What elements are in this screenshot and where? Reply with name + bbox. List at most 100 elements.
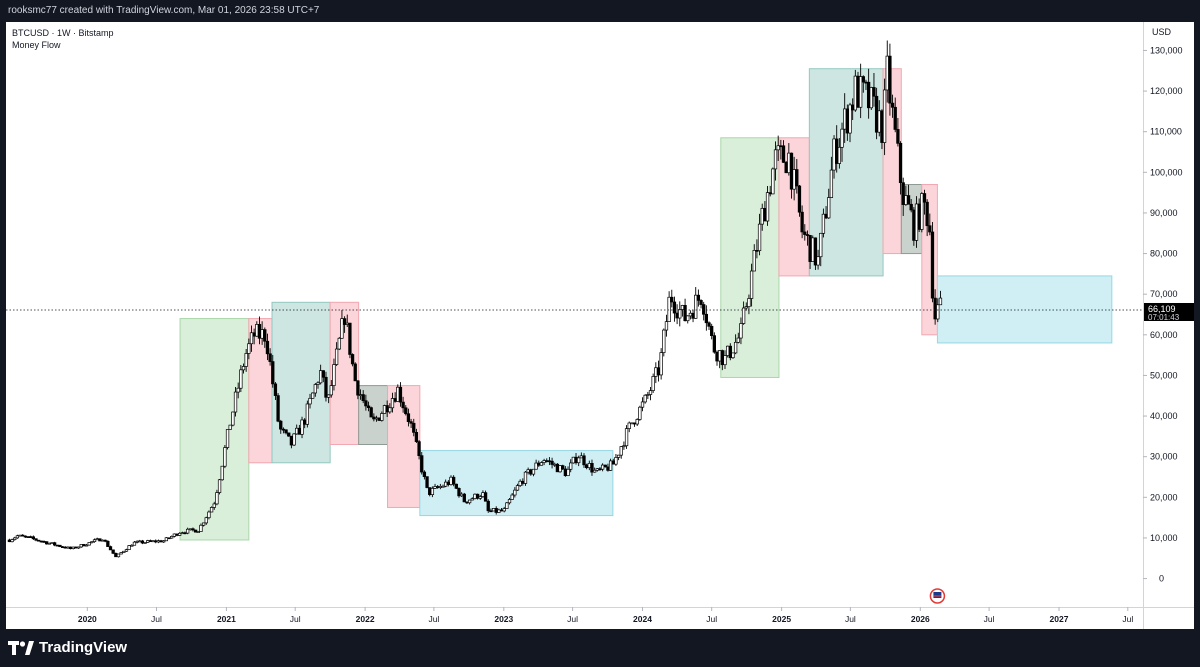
tradingview-logo-icon <box>8 640 34 655</box>
y-tick-label: 40,000 <box>1150 411 1178 421</box>
x-tick-label: 2023 <box>494 614 513 624</box>
candle-body <box>207 511 211 519</box>
candle-body <box>369 407 373 418</box>
candle-body <box>938 297 943 306</box>
candle-body <box>773 149 778 170</box>
candle-body <box>542 460 546 463</box>
candle-body <box>170 535 174 539</box>
candle-body <box>643 394 647 403</box>
candle-body <box>707 322 711 327</box>
candle-body <box>933 297 937 320</box>
candle-body <box>904 195 908 205</box>
candle-body <box>148 540 153 542</box>
candle-body <box>422 471 427 477</box>
candle-body <box>771 168 775 195</box>
candle-body <box>441 485 445 488</box>
candle-body <box>526 469 530 473</box>
candle-body <box>58 544 62 547</box>
candle-body <box>731 352 735 359</box>
candle-body <box>837 146 842 164</box>
candle-body <box>505 502 509 509</box>
candle-body <box>334 348 339 365</box>
candle-body <box>656 367 661 376</box>
candle-body <box>124 549 129 552</box>
candle-body <box>10 539 14 543</box>
candle-body <box>515 485 520 491</box>
candle-body <box>784 162 788 174</box>
candle-body <box>539 462 544 466</box>
candle-body <box>66 546 70 549</box>
candle-body <box>808 235 812 262</box>
candle-body <box>691 312 695 319</box>
candle-body <box>499 509 504 512</box>
candle-body <box>497 509 501 513</box>
candle-body <box>159 540 163 543</box>
candle-body <box>180 532 184 535</box>
candle-body <box>236 387 240 393</box>
candle-body <box>188 528 192 531</box>
candle-body <box>119 552 123 555</box>
candle-body <box>648 390 653 395</box>
candle-body <box>901 182 905 205</box>
candle-body <box>409 421 413 424</box>
candle-body <box>316 382 320 385</box>
candle-body <box>332 364 336 386</box>
candle-body <box>832 138 836 171</box>
candle-body <box>659 352 663 376</box>
candle-body <box>866 81 871 109</box>
candle-body <box>50 542 54 545</box>
candle-body <box>630 422 634 425</box>
candle-body <box>212 503 216 508</box>
indicator-title[interactable]: Money Flow <box>12 40 61 50</box>
candle-body <box>859 76 863 108</box>
currency-label: USD <box>1152 27 1172 37</box>
candle-body <box>462 493 466 503</box>
candle-body <box>510 494 514 500</box>
price-chart[interactable]: USD 130,000 120,000 110,000 100,000 90,000 80,… <box>6 22 1194 629</box>
candle-body <box>869 87 873 109</box>
candle-body <box>311 392 315 399</box>
x-tick-label: 2026 <box>911 614 930 624</box>
candle-body <box>757 223 762 252</box>
money-flow-zone-cyan[interactable] <box>936 275 1113 344</box>
y-tick-label: 20,000 <box>1150 492 1178 502</box>
candle-body <box>585 464 589 469</box>
candle-body <box>896 129 900 144</box>
candle-body <box>835 138 839 164</box>
candle-body <box>702 304 706 315</box>
candle-body <box>864 81 868 84</box>
tradingview-logo[interactable]: TradingView <box>8 639 127 656</box>
candle-body <box>744 306 748 309</box>
candle-body <box>436 486 440 488</box>
candle-body <box>763 207 767 222</box>
candle-body <box>45 541 49 545</box>
candle-body <box>816 256 820 266</box>
attribution-bar: rooksmc77 created with TradingView.com, … <box>0 0 1200 22</box>
y-tick-label: 110,000 <box>1150 127 1182 137</box>
candle-body <box>377 417 381 421</box>
candle-body <box>893 106 897 130</box>
candle-body <box>60 546 65 548</box>
chart-frame[interactable]: USD 130,000 120,000 110,000 100,000 90,000 80,… <box>6 22 1194 629</box>
candle-body <box>18 534 22 537</box>
candle-body <box>95 538 99 541</box>
candle-body <box>412 422 416 433</box>
candle-body <box>257 324 262 339</box>
candle-body <box>561 465 565 470</box>
candle-body <box>417 441 421 456</box>
candle-body <box>172 533 176 537</box>
attribution-text: rooksmc77 created with TradingView.com, … <box>8 5 320 16</box>
y-tick-label: 0 <box>1159 574 1164 584</box>
candle-body <box>111 549 115 554</box>
candle-body <box>537 462 541 466</box>
candle-body <box>590 462 594 473</box>
candle-body <box>555 463 560 473</box>
candle-body <box>848 104 852 134</box>
candle-body <box>34 538 38 541</box>
candle-body <box>204 517 208 524</box>
candle-body <box>37 539 41 542</box>
candle-body <box>345 322 349 325</box>
candle-body <box>747 298 751 308</box>
money-flow-zone-green[interactable] <box>720 137 780 378</box>
symbol-title[interactable]: BTCUSD · 1W · Bitstamp <box>12 28 114 38</box>
